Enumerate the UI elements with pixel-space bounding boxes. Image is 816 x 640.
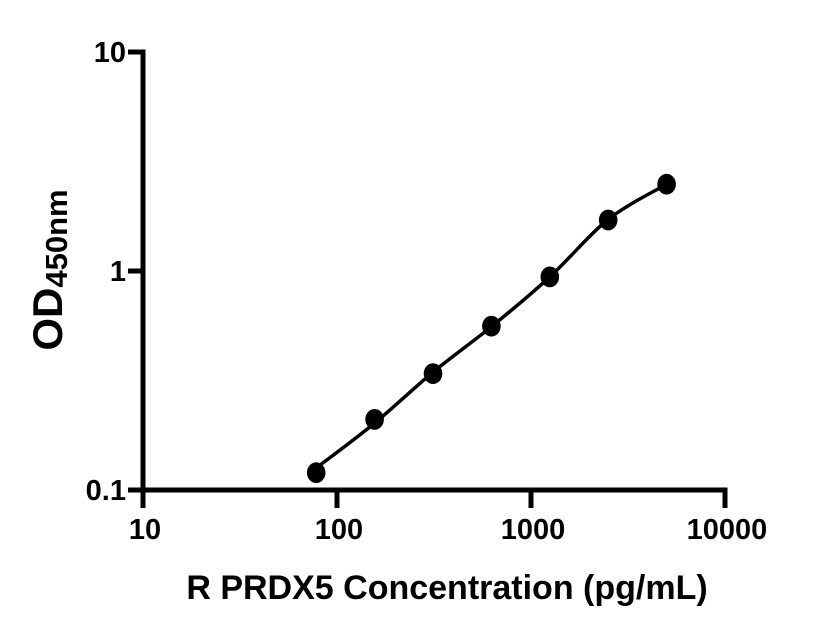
data-point-marker (365, 409, 384, 430)
y-axis-title-subscript: 450nm (39, 189, 74, 288)
x-axis-title: R PRDX5 Concentration (pg/mL) (186, 569, 708, 607)
data-point-marker (423, 363, 443, 384)
data-point-marker (540, 266, 560, 288)
y-tick-label: 1 (110, 256, 126, 288)
y-axis-title: OD450nm (24, 189, 74, 351)
data-point-marker (482, 315, 501, 337)
data-point-marker (598, 209, 618, 231)
y-tick-label: 10 (94, 37, 126, 69)
x-tick-label: 100 (315, 514, 363, 546)
x-tick-label: 10000 (687, 514, 768, 546)
x-tick-label: 10 (129, 514, 161, 546)
x-tick-label: 1000 (501, 514, 566, 546)
y-axis-title-main: OD (24, 287, 71, 351)
data-point-marker (657, 173, 676, 195)
data-point-marker (306, 462, 326, 484)
y-tick-label: 0.1 (86, 475, 126, 507)
